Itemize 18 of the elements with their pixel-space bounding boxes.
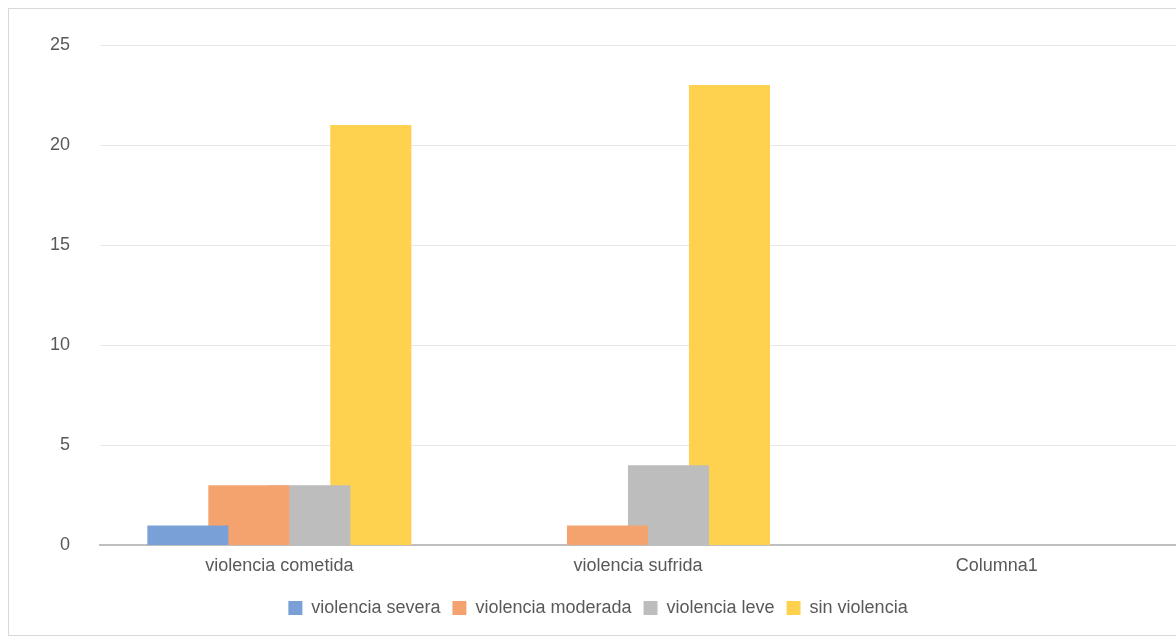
y-tick-label: 25 [49,33,71,54]
legend-label: violencia severa [311,596,442,617]
x-tick-label: Columna1 [955,555,1038,576]
bar [147,525,229,545]
bar [566,525,649,545]
legend-label: sin violencia [809,596,909,617]
y-tick-label: 0 [60,534,71,555]
x-tick-label: violencia cometida [205,555,355,576]
x-tick-label: violencia sufrida [573,555,704,576]
y-tick-label: 10 [49,334,71,355]
y-tick-label: 15 [49,234,71,255]
y-tick-label: 20 [49,134,71,155]
bar [208,485,290,545]
legend-label: violencia moderada [475,596,633,617]
bar [330,125,412,545]
bar [688,85,771,545]
legend-label: violencia leve [666,596,775,617]
y-tick-label: 5 [60,434,71,455]
